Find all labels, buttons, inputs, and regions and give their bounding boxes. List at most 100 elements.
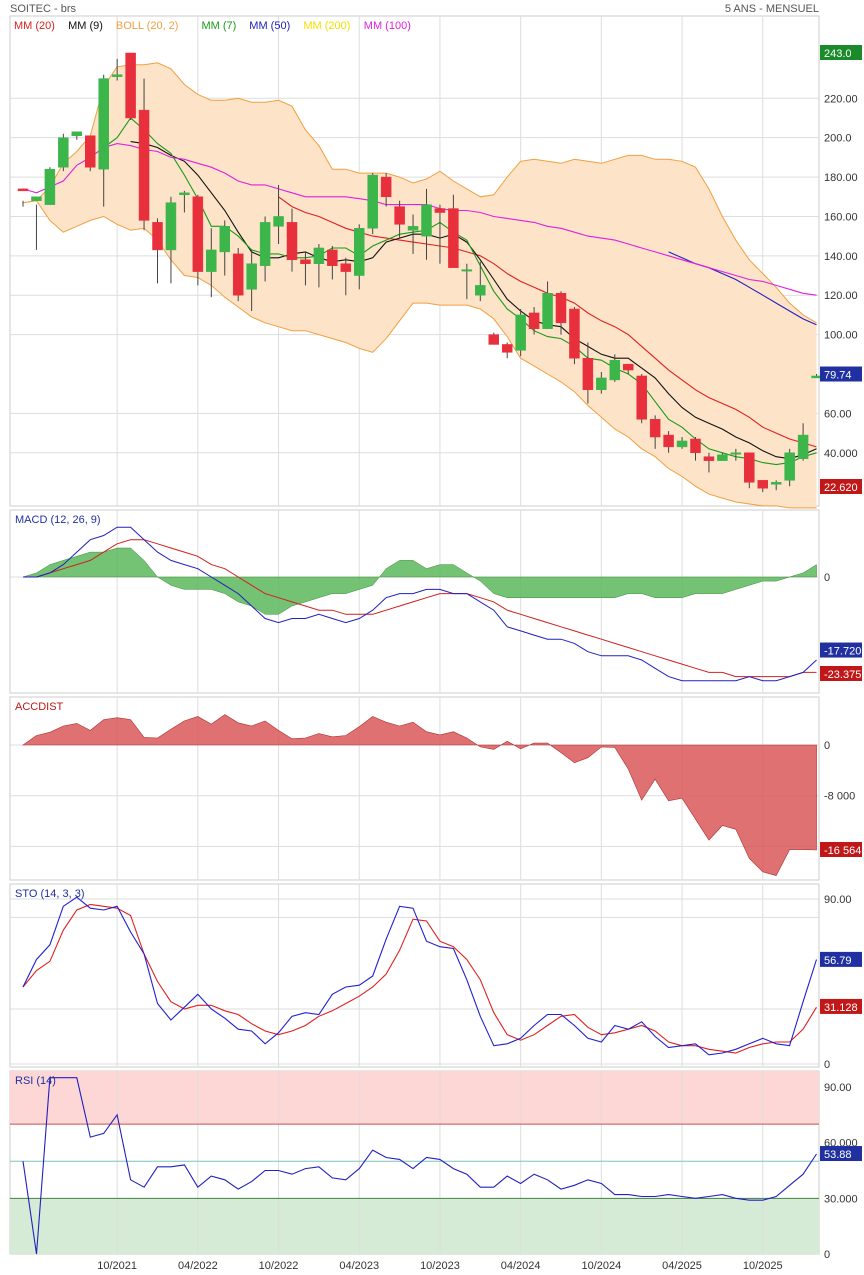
candle-body-40 [555,293,567,324]
price-badge-0-label: 243.0 [824,48,852,60]
accdist-ytick-1: -8 000 [824,791,855,803]
rsi-overbought-zone [10,1071,819,1125]
candle-body-0 [17,188,29,192]
candle-body-29 [407,226,419,231]
candle-body-48 [663,434,674,448]
macd-title: MACD (12, 26, 9) [15,514,101,526]
candle-body-10 [152,222,163,251]
price-ytick-2: 180.00 [824,172,858,184]
accdist-ytick-0: 0 [824,740,830,752]
macd-signal-line [23,539,817,678]
price-ytick-5: 120.00 [824,290,858,302]
candle-body-18 [259,222,271,266]
accdist-title: ACCDIST [15,701,64,713]
candle-body-3 [58,137,69,168]
legend-mm100: MM (100) [364,20,411,32]
xaxis-tick-7: 04/2025 [662,1260,702,1272]
candle-body-39 [542,293,553,329]
macd-histogram [22,547,817,615]
rsi-badge-0-label: 53.88 [824,1149,852,1161]
candle-body-50 [690,438,701,454]
candle-body-46 [636,375,647,420]
rsi-badge-0-box [820,1146,862,1162]
sto-badge-1-label: 31.128 [824,1002,858,1014]
candle-body-22 [313,247,325,264]
candle-body-41 [569,308,580,359]
candle-body-32 [448,208,459,268]
candle-body-45 [623,363,634,371]
candle-body-15 [219,226,230,253]
macd-badge-1-box [820,666,862,681]
price-ytick-0: 220.00 [824,93,858,105]
sto-k-line [22,896,818,1056]
candle-body-19 [273,216,284,227]
sto-panel-frame [9,883,820,1068]
candle-body-38 [528,312,540,329]
candle-body-33 [461,269,473,272]
xaxis-tick-8: 10/2025 [743,1260,783,1272]
candle-body-23 [327,249,338,266]
candle-body-6 [98,78,109,170]
candle-body-25 [354,228,365,276]
candle-body-14 [206,249,217,272]
xaxis-tick-2: 10/2022 [259,1260,299,1272]
candle-body-24 [340,263,352,272]
candle-body-27 [380,176,392,198]
rsi-title: RSI (14) [15,1075,56,1087]
bollinger-upper-line [22,62,817,324]
candle-body-34 [475,285,486,296]
candle-body-55 [757,480,768,489]
macd-badge-0-label: -17.720 [824,646,861,658]
candle-body-44 [609,359,621,381]
candle-body-51 [703,456,715,461]
price-ytick-1: 200.0 [824,133,852,145]
candle-body-8 [125,52,136,119]
sto-badge-0-box [820,951,862,967]
candle-body-16 [232,253,244,296]
period-label: 5 ANS - MENSUEL [724,3,819,15]
accdist-area [22,714,817,876]
sto-badge-0-label: 56.79 [824,955,852,967]
price-badge-2-box [820,479,862,494]
candle-body-9 [138,109,150,221]
candle-body-52 [717,454,728,461]
candle-body-57 [784,452,795,481]
macd-line [23,526,817,682]
price-ytick-6: 100.00 [824,330,858,342]
candle-body-4 [71,131,83,136]
macd-badge-1-label: -23.375 [824,669,861,681]
candle-body-47 [649,419,661,438]
sto-badge-1-box [820,998,862,1014]
legend-mm7: MM (7) [202,20,237,32]
candle-body-37 [515,314,526,351]
rsi-ytick-2: 30.000 [824,1193,858,1205]
candle-body-2 [44,168,56,205]
xaxis-tick-6: 10/2024 [581,1260,621,1272]
candle-body-12 [179,192,190,196]
price-ytick-4: 140.00 [824,251,858,263]
sto-title: STO (14, 3, 3) [15,888,85,900]
candle-body-21 [300,259,311,264]
price-badge-1-label: 79.74 [824,370,852,382]
price-ytick-7: 60.00 [824,408,852,420]
candle-body-26 [367,174,378,229]
price-ytick-3: 160.00 [824,211,858,223]
legend-mm200: MM (200) [303,20,350,32]
candle-body-28 [394,206,405,225]
candle-body-20 [286,222,298,261]
candle-body-56 [770,482,782,485]
candle-body-30 [421,204,432,237]
candle-body-1 [31,196,42,201]
candle-body-43 [596,377,607,391]
candle-body-5 [85,135,96,168]
bollinger-band-fill [23,62,817,508]
price-badge-1-box [820,366,862,382]
legend-mm9: MM (9) [68,20,103,32]
candle-body-49 [676,440,688,448]
candle-body-13 [192,196,204,272]
xaxis-tick-1: 04/2022 [178,1260,218,1272]
sto-ytick-2: 0 [824,1059,830,1071]
xaxis-tick-5: 04/2024 [501,1260,541,1272]
